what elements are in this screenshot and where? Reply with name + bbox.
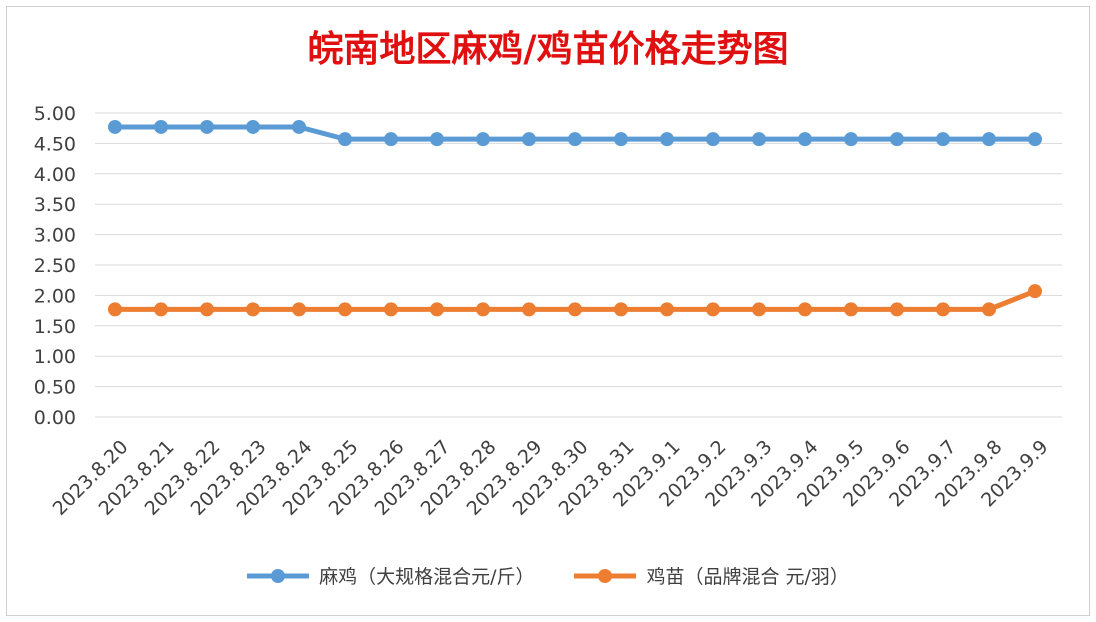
data-point-series-1 (522, 132, 536, 147)
data-point-series-1 (476, 132, 490, 147)
data-point-series-2 (338, 302, 352, 317)
data-point-series-1 (1028, 132, 1042, 147)
data-point-series-2 (568, 302, 582, 317)
legend-item-series-1: 麻鸡（大规格混合元/斤） (247, 562, 534, 589)
y-tick-label: 0.00 (34, 407, 76, 429)
data-point-series-1 (338, 132, 352, 147)
data-point-series-1 (982, 132, 996, 147)
data-point-series-2 (292, 302, 306, 317)
data-point-series-2 (1028, 284, 1042, 299)
data-point-series-2 (936, 302, 950, 317)
data-point-series-1 (200, 119, 214, 134)
data-point-series-2 (384, 302, 398, 317)
chart-title: 皖南地区麻鸡/鸡苗价格走势图 (307, 28, 789, 70)
legend-label-series-2: 鸡苗（品牌混合 元/羽） (646, 566, 849, 588)
data-point-series-2 (430, 302, 444, 317)
data-point-series-1 (752, 132, 766, 147)
y-tick-label: 2.50 (34, 255, 76, 277)
data-point-series-2 (798, 302, 812, 317)
legend-label-series-1: 麻鸡（大规格混合元/斤） (319, 566, 535, 588)
data-point-series-2 (154, 302, 168, 317)
data-point-series-2 (844, 302, 858, 317)
legend-swatch-series-1 (247, 568, 310, 583)
data-point-series-1 (430, 132, 444, 147)
data-point-series-1 (844, 132, 858, 147)
legend-swatch-series-2 (574, 568, 637, 583)
y-tick-label: 0.50 (34, 377, 76, 399)
data-point-series-2 (752, 302, 766, 317)
data-point-series-2 (982, 302, 996, 317)
data-point-series-1 (384, 132, 398, 147)
y-tick-label: 5.00 (34, 103, 76, 125)
y-tick-label: 1.00 (34, 346, 76, 368)
y-tick-label: 2.00 (34, 285, 76, 307)
data-point-series-1 (660, 132, 674, 147)
data-point-series-2 (614, 302, 628, 317)
data-point-series-1 (706, 132, 720, 147)
data-point-series-2 (200, 302, 214, 317)
y-tick-label: 4.50 (34, 133, 76, 155)
data-point-series-2 (246, 302, 260, 317)
data-point-series-1 (246, 119, 260, 134)
legend: 麻鸡（大规格混合元/斤） 鸡苗（品牌混合 元/羽） (0, 562, 1096, 589)
data-point-series-2 (108, 302, 122, 317)
data-point-series-2 (660, 302, 674, 317)
y-tick-label: 3.50 (34, 194, 76, 216)
y-tick-label: 3.00 (34, 225, 76, 247)
data-point-series-1 (108, 119, 122, 134)
data-point-series-1 (568, 132, 582, 147)
data-point-series-1 (798, 132, 812, 147)
data-point-series-1 (936, 132, 950, 147)
data-point-series-1 (614, 132, 628, 147)
data-point-series-2 (522, 302, 536, 317)
legend-item-series-2: 鸡苗（品牌混合 元/羽） (574, 562, 849, 589)
data-point-series-2 (706, 302, 720, 317)
data-point-series-2 (476, 302, 490, 317)
y-tick-label: 1.50 (34, 316, 76, 338)
data-point-series-1 (292, 119, 306, 134)
y-tick-label: 4.00 (34, 164, 76, 186)
data-point-series-2 (890, 302, 904, 317)
data-point-series-1 (154, 119, 168, 134)
data-point-series-1 (890, 132, 904, 147)
